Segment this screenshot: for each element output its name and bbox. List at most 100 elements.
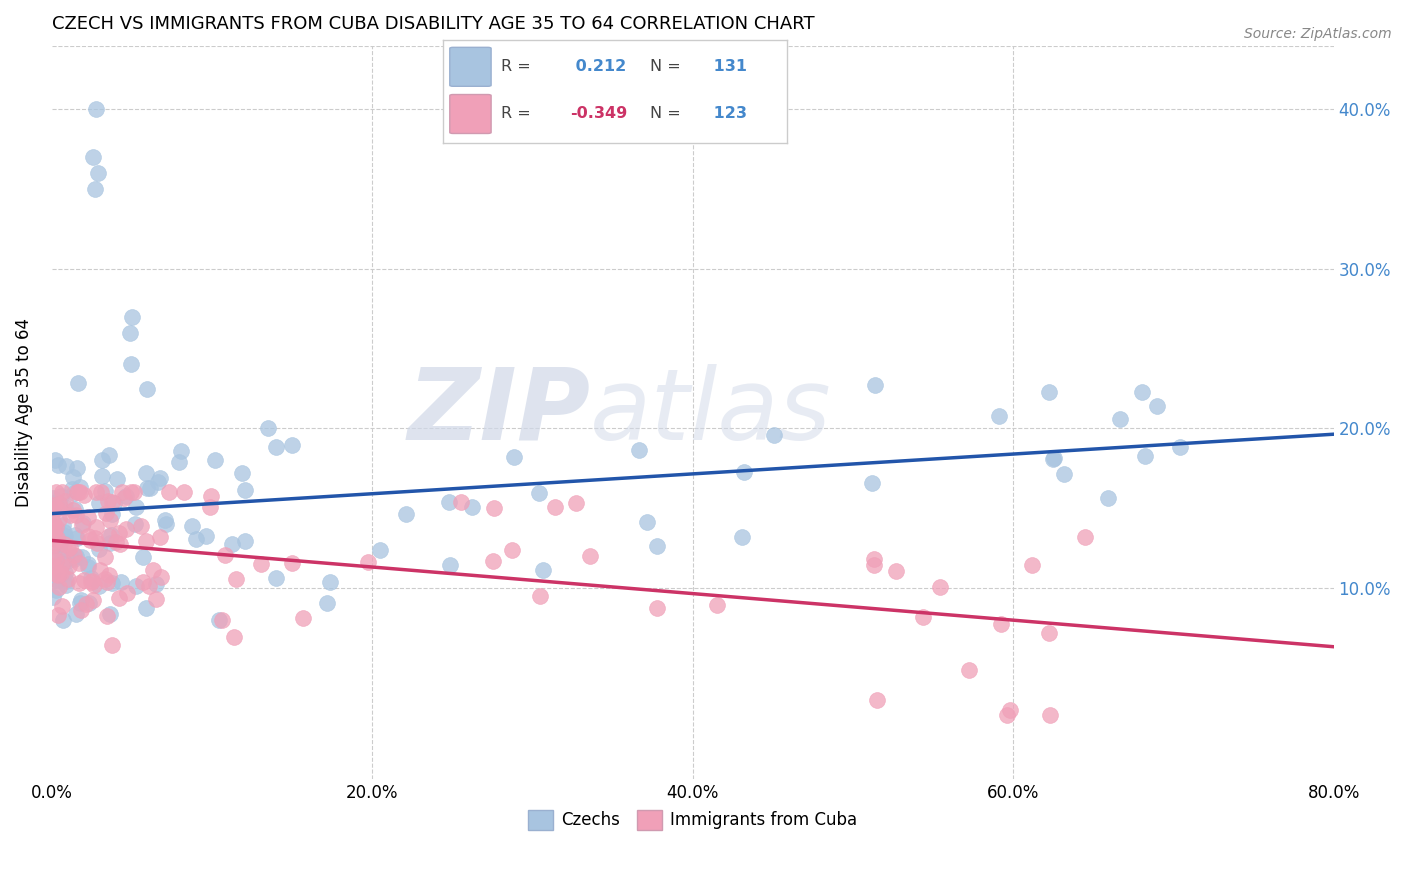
Point xyxy=(733,465,755,479)
Point xyxy=(997,708,1019,723)
Point xyxy=(762,428,785,442)
Point xyxy=(42,538,65,552)
Point xyxy=(96,609,118,624)
Text: N =: N = xyxy=(650,59,681,74)
Point xyxy=(52,525,75,540)
Point xyxy=(55,578,77,592)
Point xyxy=(69,479,91,493)
Point xyxy=(129,519,152,533)
Point xyxy=(48,497,70,511)
Point xyxy=(1042,452,1064,467)
Point xyxy=(91,468,114,483)
Point xyxy=(529,589,551,603)
Point xyxy=(45,582,67,597)
Point xyxy=(66,531,89,545)
Point xyxy=(42,550,65,565)
Point xyxy=(89,563,111,577)
Point xyxy=(1135,449,1157,463)
Point xyxy=(281,437,304,451)
Point xyxy=(49,537,72,551)
Point xyxy=(46,458,69,472)
Point xyxy=(98,513,121,527)
Point xyxy=(114,489,136,503)
Point xyxy=(72,488,94,502)
Point xyxy=(86,520,108,534)
Point xyxy=(450,495,472,509)
Point xyxy=(45,501,67,516)
Point xyxy=(1074,530,1097,544)
Point xyxy=(46,531,69,545)
Point xyxy=(862,558,884,572)
Point xyxy=(860,475,883,490)
Point xyxy=(82,592,104,607)
Point xyxy=(84,485,107,500)
Point xyxy=(77,596,100,610)
Point xyxy=(225,572,247,586)
Point xyxy=(1053,467,1076,481)
Point xyxy=(315,596,337,610)
Point xyxy=(79,533,101,548)
Point xyxy=(139,481,162,495)
Point xyxy=(731,531,754,545)
Point xyxy=(214,548,236,562)
Point xyxy=(884,564,907,578)
Point xyxy=(76,557,98,571)
FancyBboxPatch shape xyxy=(450,47,491,87)
Point xyxy=(62,552,84,566)
Point xyxy=(45,524,67,539)
Text: -0.349: -0.349 xyxy=(571,106,627,121)
Point xyxy=(55,494,77,508)
Point xyxy=(184,533,207,547)
Point xyxy=(200,489,222,503)
Point xyxy=(529,485,551,500)
Point xyxy=(124,516,146,531)
Point xyxy=(52,517,75,532)
Point xyxy=(66,485,89,500)
Point xyxy=(63,528,86,542)
Point xyxy=(82,150,104,164)
Point xyxy=(80,574,103,589)
Point xyxy=(42,515,65,529)
Point xyxy=(73,573,96,587)
Point xyxy=(62,548,84,562)
Point xyxy=(169,443,191,458)
Point xyxy=(44,496,66,510)
Point xyxy=(90,453,112,467)
Point xyxy=(98,448,121,462)
Point xyxy=(957,663,980,677)
Point xyxy=(96,506,118,520)
Point xyxy=(42,559,65,574)
Point xyxy=(89,579,111,593)
Point xyxy=(501,543,523,558)
Point xyxy=(439,558,461,572)
Point xyxy=(264,440,287,454)
Point xyxy=(122,485,145,500)
Point xyxy=(100,575,122,590)
Text: ZIP: ZIP xyxy=(408,364,591,461)
Point xyxy=(45,572,67,586)
Point xyxy=(69,596,91,610)
Point xyxy=(912,609,935,624)
Point xyxy=(221,537,243,551)
Point xyxy=(862,551,884,566)
Text: R =: R = xyxy=(502,106,531,121)
Point xyxy=(51,485,73,500)
Point xyxy=(110,575,132,590)
Point xyxy=(87,166,110,180)
Point xyxy=(51,489,73,503)
Point xyxy=(318,575,340,590)
Point xyxy=(990,616,1012,631)
Point xyxy=(48,512,70,526)
Point xyxy=(266,571,288,585)
Point xyxy=(80,571,103,585)
Point xyxy=(53,529,76,543)
Point xyxy=(863,378,886,392)
Point xyxy=(59,540,82,554)
Point xyxy=(120,485,142,500)
Point xyxy=(180,519,202,533)
Point xyxy=(706,598,728,612)
Point xyxy=(173,485,195,500)
Point xyxy=(93,483,115,498)
Point xyxy=(46,568,69,582)
Point xyxy=(53,500,76,515)
